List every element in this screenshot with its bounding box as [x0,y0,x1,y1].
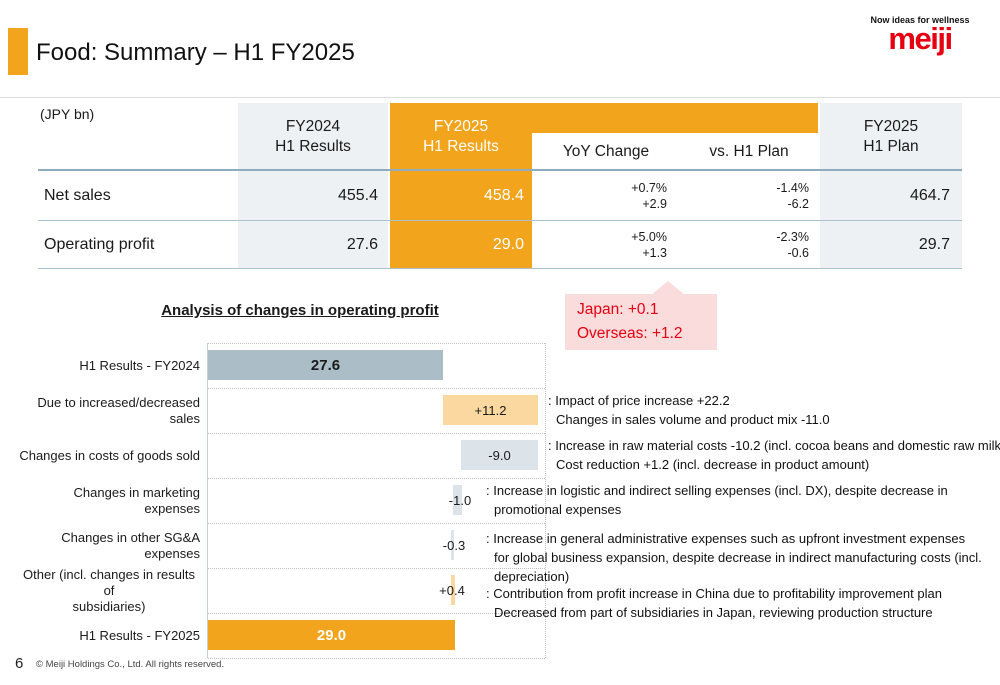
chart-gridline [208,523,545,524]
chart-gridline [208,568,545,569]
net-sales-vs-plan-value: -1.4% -6.2 [776,180,809,211]
col-header-vs-h1-plan: vs. H1 Plan [709,142,789,160]
chart-axis-line [207,343,208,658]
annotation-sga: : Increase in general administrative exp… [486,531,982,584]
waterfall-bar-marketing [453,485,462,515]
chart-category-h1-fy2025: H1 Results - FY2025 [79,627,200,643]
net-sales-fy2025-value: 458.4 [390,171,532,220]
logo-tagline: Now ideas for wellness [870,15,970,25]
header-divider [0,97,1000,98]
chart-category-sales: Due to increased/decreased sales [37,394,200,426]
col-header-yoy-change: YoY Change [562,142,650,160]
net-sales-yoy-value: +0.7% +2.9 [631,180,667,211]
table-header-rule [38,169,962,171]
meiji-logo-text: meiji [888,21,953,56]
annotation-marketing: : Increase in logistic and indirect sell… [486,483,948,517]
chart-category-other: Other (incl. changes in results of subsi… [23,566,195,614]
col-header-fy2024-results: FY2024 H1 Results [238,103,388,170]
operating-profit-plan-value: 29.7 [820,221,962,268]
callout-pointer [651,281,685,295]
chart-category-marketing: Changes in marketing expenses [73,484,200,516]
chart-gridline [208,478,545,479]
chart-gridline [208,388,545,389]
chart-gridline [208,433,545,434]
chart-gridline [208,613,545,614]
copyright-text: © Meiji Holdings Co., Ltd. All rights re… [36,659,225,670]
chart-gridline [208,343,545,344]
table-row-label-operating-profit: Operating profit [44,235,155,253]
chart-category-h1-fy2024: H1 Results - FY2024 [79,357,200,373]
chart-category-cogs: Changes in costs of goods sold [19,447,200,463]
net-sales-plan-value: 464.7 [820,171,962,220]
chart-title: Analysis of changes in operating profit [161,302,439,319]
waterfall-bar-other [451,575,455,605]
chart-right-border [545,343,546,658]
waterfall-bar-cogs: -9.0 [461,440,538,470]
table-bottom-rule [38,268,962,269]
table-row-rule [38,220,962,221]
waterfall-bar-sga [451,530,454,560]
waterfall-bar-fy2024-total: 27.6 [208,350,443,380]
chart-gridline [208,658,545,659]
waterfall-bar-other-label: +0.4 [439,582,465,598]
waterfall-bar-fy2025-total: 29.0 [208,620,455,650]
operating-profit-fy2025-value: 29.0 [390,221,532,268]
meiji-logo: Now ideas for wellness meiji [870,15,970,56]
waterfall-bar-sales: +11.2 [443,395,538,425]
operating-profit-vs-plan-value: -2.3% -0.6 [776,229,809,260]
title-accent-bar [8,28,28,75]
col-header-fy2025-plan: FY2025 H1 Plan [820,103,962,170]
annotation-cogs: : Increase in raw material costs -10.2 (… [548,438,1000,472]
page-title: Food: Summary – H1 FY2025 [36,39,355,66]
operating-profit-yoy-value: +5.0% +1.3 [631,229,667,260]
annotation-sales: : Impact of price increase +22.2 Changes… [548,393,830,427]
waterfall-bar-marketing-label: -1.0 [448,492,472,508]
table-row-label-net-sales: Net sales [44,186,111,204]
annotation-other: : Contribution from profit increase in C… [486,586,942,620]
chart-category-sga: Changes in other SG&A expenses [61,529,200,561]
table-unit-label: (JPY bn) [40,106,95,122]
page-number: 6 [15,655,24,672]
net-sales-fy2024-value: 455.4 [238,171,388,220]
callout-japan-overseas: Japan: +0.1 Overseas: +1.2 [565,294,717,350]
operating-profit-fy2024-value: 27.6 [238,221,388,268]
waterfall-bar-sga-label: -0.3 [442,537,466,553]
col-header-fy2025-results: FY2025 H1 Results [390,103,532,170]
